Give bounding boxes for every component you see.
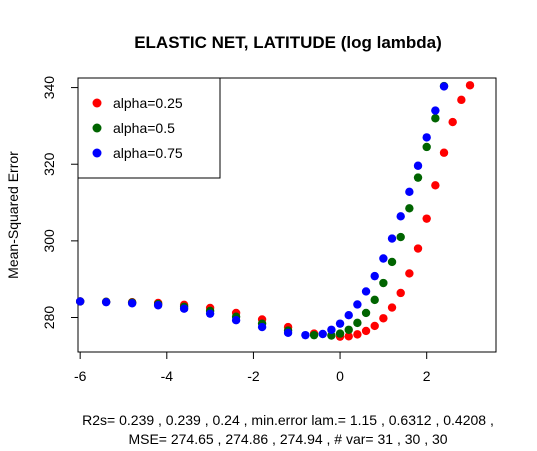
data-point <box>344 311 353 320</box>
data-points <box>75 81 475 341</box>
data-point <box>101 297 111 307</box>
data-point <box>361 287 371 296</box>
footer-stats-line-2: MSE= 274.65 , 274.86 , 274.94 , # var= 3… <box>128 431 447 447</box>
data-point <box>361 308 371 318</box>
data-point <box>431 114 440 123</box>
data-point <box>353 318 362 328</box>
data-point <box>370 321 379 331</box>
data-point <box>327 331 336 340</box>
data-point <box>457 95 466 105</box>
data-point <box>448 117 457 127</box>
x-tick-label: 0 <box>336 368 344 384</box>
legend: alpha=0.25 alpha=0.5 alpha=0.75 <box>92 95 183 161</box>
data-point <box>439 82 449 91</box>
data-point <box>405 204 414 213</box>
data-point <box>370 271 379 281</box>
data-point <box>413 173 423 182</box>
data-point <box>127 299 137 308</box>
x-tick-label: -4 <box>161 368 174 384</box>
data-point <box>335 329 345 338</box>
data-point <box>379 278 388 288</box>
data-point <box>318 329 327 339</box>
y-tick-label: 280 <box>41 306 57 330</box>
axis-ticks: -6 -4 -2 0 2 280 300 320 340 <box>41 76 431 384</box>
data-point <box>422 133 431 142</box>
data-point <box>361 326 371 336</box>
data-point <box>387 303 397 312</box>
data-point <box>431 106 440 115</box>
y-tick-label: 320 <box>41 152 57 176</box>
x-tick-label: -2 <box>247 368 260 384</box>
data-point <box>379 314 388 323</box>
x-tick-label: 2 <box>423 368 431 384</box>
data-point <box>153 301 163 310</box>
data-point <box>205 309 215 318</box>
data-point <box>309 330 319 340</box>
legend-label: alpha=0.25 <box>113 95 183 111</box>
data-point <box>396 232 405 242</box>
data-point <box>344 325 353 334</box>
data-point <box>405 269 414 278</box>
data-point <box>413 244 423 253</box>
data-point <box>387 234 397 243</box>
legend-marker <box>92 123 102 133</box>
y-tick-label: 340 <box>41 76 57 100</box>
data-point <box>413 161 423 170</box>
y-axis-label: Mean-Squared Error <box>5 151 21 279</box>
data-point <box>465 81 475 90</box>
x-tick-label: -6 <box>74 368 87 384</box>
legend-label: alpha=0.5 <box>113 120 175 136</box>
data-point <box>387 257 397 267</box>
data-point <box>396 288 405 298</box>
data-point <box>257 322 267 332</box>
data-point <box>283 328 293 338</box>
data-point <box>422 142 431 152</box>
data-point <box>179 304 189 313</box>
data-point <box>439 148 449 157</box>
legend-label: alpha=0.75 <box>113 145 183 161</box>
data-point <box>327 325 336 334</box>
legend-box <box>77 77 221 179</box>
data-point <box>344 332 353 341</box>
data-point <box>335 319 345 328</box>
data-point <box>301 330 310 340</box>
y-tick-label: 300 <box>41 229 57 253</box>
data-point <box>431 181 440 190</box>
data-point <box>75 297 85 306</box>
footer-stats-line-1: R2s= 0.239 , 0.239 , 0.24 , min.error la… <box>82 412 494 428</box>
data-point <box>422 214 431 223</box>
data-point <box>231 315 241 325</box>
data-point <box>353 300 362 309</box>
chart-title: ELASTIC NET, LATITUDE (log lambda) <box>134 33 442 52</box>
data-point <box>353 330 362 339</box>
plot-frame <box>77 77 497 353</box>
data-point <box>379 254 388 263</box>
legend-marker <box>92 148 102 158</box>
legend-marker <box>92 98 102 108</box>
data-point <box>396 212 405 221</box>
data-point <box>405 187 414 197</box>
data-point <box>370 295 379 305</box>
